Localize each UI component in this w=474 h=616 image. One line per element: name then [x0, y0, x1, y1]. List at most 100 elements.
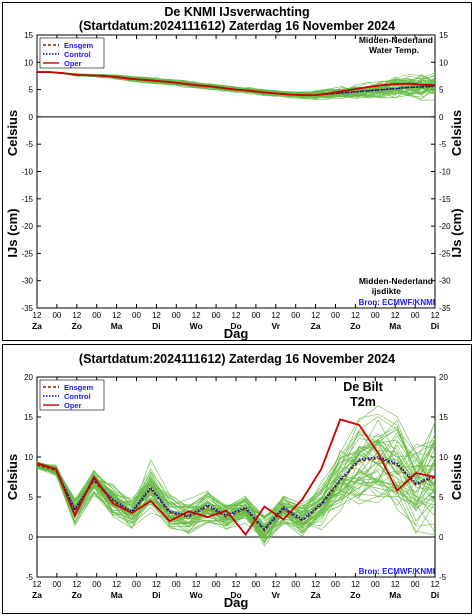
- y-tick-label-right: 20: [439, 373, 448, 382]
- x-tick-label: 00: [52, 311, 61, 320]
- x-tick-label: 12: [152, 311, 161, 320]
- x-tick-label: 00: [172, 311, 181, 320]
- x-tick-label: 12: [351, 580, 360, 589]
- day-label: Za: [32, 590, 42, 600]
- day-label: Wo: [190, 590, 203, 600]
- temperature-forecast-panel: (Startdatum:2024111612) Zaterdag 16 Nove…: [2, 344, 472, 614]
- parameter-label: T2m: [350, 395, 376, 409]
- x-tick-label: 00: [291, 311, 300, 320]
- day-label: Ma: [111, 590, 123, 600]
- y-axis-title-left: IJs (cm): [5, 208, 20, 257]
- day-label: Do: [230, 590, 241, 600]
- y-tick-label-right: 0: [439, 533, 444, 542]
- annotation-bottom-line1: Midden-Nederland: [359, 276, 433, 286]
- y-tick-label-left: -5: [26, 140, 34, 149]
- y-tick-label-left: 5: [29, 493, 34, 502]
- day-label: Za: [311, 321, 321, 331]
- y-tick-label-right: -10: [439, 168, 451, 177]
- y-tick-label-left: 0: [29, 113, 34, 122]
- day-label: Do: [230, 321, 241, 331]
- day-label: Wo: [190, 321, 203, 331]
- day-label: Di: [431, 321, 440, 331]
- x-tick-label: 00: [212, 580, 221, 589]
- annotation-top-line1: Midden-Nederland: [359, 35, 433, 45]
- ensemble-member-line: [36, 433, 436, 519]
- day-label: Di: [152, 321, 161, 331]
- annotation-bottom-line2: ijsdikte: [372, 286, 402, 296]
- day-label: Zo: [350, 321, 360, 331]
- x-tick-label: 00: [371, 311, 380, 320]
- y-tick-label-left: 10: [24, 58, 33, 67]
- day-label: Di: [431, 590, 440, 600]
- day-label: Ma: [389, 590, 401, 600]
- day-label: Vr: [272, 590, 281, 600]
- source-label: Bron: ECMWF/KNMI: [359, 298, 435, 307]
- series-line-control: [36, 456, 436, 531]
- x-tick-label: 12: [192, 580, 201, 589]
- x-tick-label: 00: [251, 311, 260, 320]
- y-tick-label-right: -5: [439, 140, 447, 149]
- ensemble-member-line: [36, 465, 436, 535]
- ensemble-member-line: [36, 423, 436, 517]
- y-tick-label-right: -30: [439, 277, 451, 286]
- y-tick-label-left: 15: [24, 31, 33, 40]
- x-tick-label: 12: [391, 580, 400, 589]
- x-tick-label: 00: [132, 580, 141, 589]
- x-tick-label: 12: [271, 311, 280, 320]
- x-tick-label: 00: [172, 580, 181, 589]
- chart-title: De KNMI IJsverwachting: [164, 5, 309, 19]
- day-label: Vr: [272, 321, 281, 331]
- station-label: De Bilt: [343, 380, 383, 394]
- legend-label: Ensgem: [64, 383, 94, 392]
- y-tick-label-right: 10: [439, 58, 448, 67]
- ensemble-member-line: [36, 465, 436, 534]
- y-tick-label-right: 5: [439, 86, 444, 95]
- x-tick-label: 12: [311, 580, 320, 589]
- x-tick-label: 12: [112, 311, 121, 320]
- y-tick-label-left: 20: [24, 373, 33, 382]
- y-tick-label-right: -20: [439, 222, 451, 231]
- day-label: Zo: [350, 590, 360, 600]
- x-tick-label: 00: [92, 580, 101, 589]
- legend-label: Control: [64, 392, 91, 401]
- x-tick-label: 00: [291, 580, 300, 589]
- day-label: Za: [32, 321, 42, 331]
- x-tick-label: 12: [72, 311, 81, 320]
- source-label: Bron: ECMWF/KNMI: [359, 567, 435, 576]
- y-tick-label-left: 10: [24, 453, 33, 462]
- x-tick-label: 12: [192, 311, 201, 320]
- annotation-top-line2: Water Temp.: [369, 45, 419, 55]
- x-tick-label: 00: [92, 311, 101, 320]
- x-tick-label: 00: [371, 580, 380, 589]
- y-tick-label-left: 0: [29, 533, 34, 542]
- temperature-forecast-chart: (Startdatum:2024111612) Zaterdag 16 Nove…: [5, 352, 464, 610]
- y-tick-label-left: -10: [21, 168, 33, 177]
- x-tick-label: 12: [391, 311, 400, 320]
- day-label: Di: [152, 590, 161, 600]
- x-tick-label: 00: [52, 580, 61, 589]
- x-tick-label: 12: [72, 580, 81, 589]
- x-tick-label: 00: [331, 580, 340, 589]
- chart-subtitle: (Startdatum:2024111612) Zaterdag 16 Nove…: [79, 19, 395, 33]
- y-tick-label-right: 15: [439, 413, 448, 422]
- y-tick-label-right: 5: [439, 493, 444, 502]
- x-tick-label: 00: [132, 311, 141, 320]
- y-tick-label-left: -25: [21, 249, 33, 258]
- x-tick-label: 00: [411, 580, 420, 589]
- day-label: Za: [311, 590, 321, 600]
- day-label: Zo: [72, 590, 82, 600]
- x-tick-label: 12: [152, 580, 161, 589]
- series-line-oper: [36, 418, 436, 537]
- day-label: Ma: [111, 321, 123, 331]
- x-axis-title: Dag: [224, 595, 249, 610]
- y-tick-label-left: -20: [21, 222, 33, 231]
- x-axis-title: Dag: [224, 326, 249, 340]
- ensemble-member-line: [36, 444, 436, 529]
- y-tick-label-right: -15: [439, 195, 451, 204]
- x-tick-label: 12: [232, 580, 241, 589]
- x-tick-label: 00: [212, 311, 221, 320]
- y-tick-label-left: 15: [24, 413, 33, 422]
- chart-subtitle: (Startdatum:2024111612) Zaterdag 16 Nove…: [79, 352, 395, 366]
- day-label: Ma: [389, 321, 401, 331]
- y-axis-title-right-top: Celsius: [449, 110, 464, 156]
